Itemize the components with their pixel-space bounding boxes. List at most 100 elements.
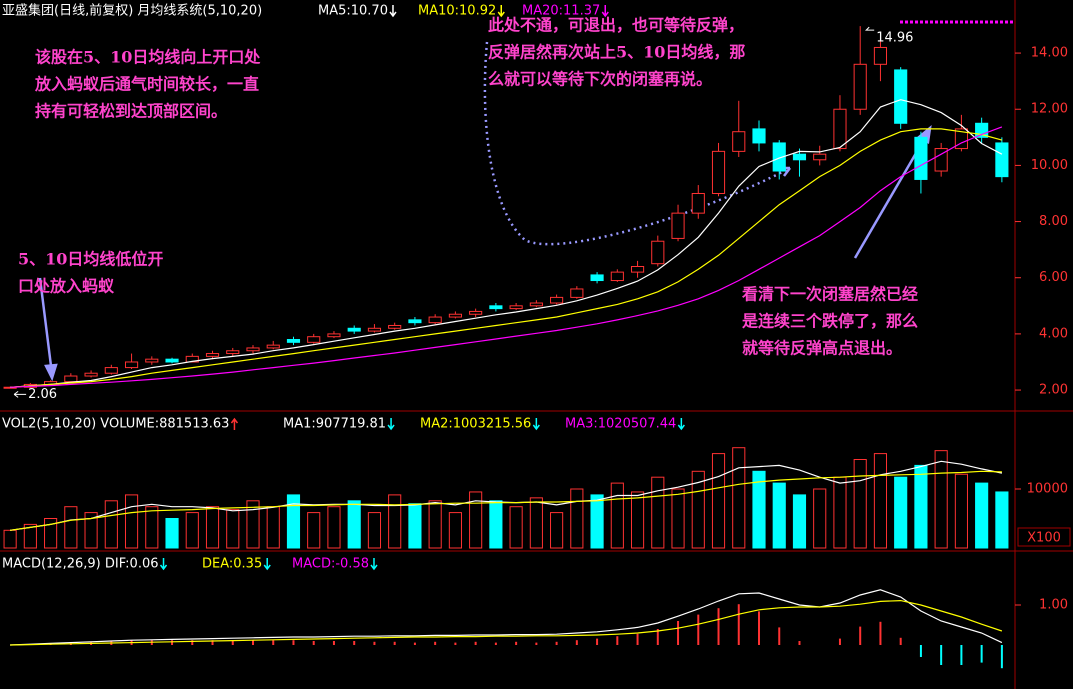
annotation: 口处放入蚂蚁 (18, 277, 115, 296)
volume-bar (145, 506, 159, 549)
candle-body (792, 153, 807, 161)
volume-bar (408, 503, 422, 549)
candle-body (813, 153, 827, 161)
candle-body (691, 192, 705, 214)
volume-bar (833, 476, 847, 549)
volume-bar (873, 453, 888, 549)
candle-body (408, 319, 422, 324)
volume-bar (246, 500, 260, 549)
candle-body (367, 327, 382, 332)
y-tick-label: 4.00 (1039, 326, 1068, 341)
low-arrow (13, 390, 27, 398)
volume-bar (489, 500, 503, 549)
candle-body (711, 150, 726, 194)
trend-arrow (370, 558, 378, 571)
vol-ma1: MA1:907719.81 (283, 417, 386, 432)
volume-bar (752, 470, 766, 549)
volume-bar (995, 491, 1009, 549)
candle-body (428, 316, 442, 324)
annotation: 该股在5、10日均线向上开口处 (35, 48, 261, 67)
ma-line (10, 126, 1003, 388)
dea-line (10, 599, 1003, 646)
trend-arrow (387, 418, 395, 431)
volume-bar (388, 494, 402, 549)
trend-arrow (263, 558, 271, 571)
y-tick-label: 10000 (1027, 482, 1068, 497)
annotation: 是连续三个跌停了，那么 (741, 312, 918, 331)
volume-bar (327, 506, 341, 549)
candle-body (671, 212, 685, 239)
volume-bar (853, 459, 867, 549)
ma-line (10, 128, 1003, 388)
volume-bar (550, 512, 564, 549)
volume-bar (469, 491, 483, 549)
volume-bar (711, 453, 726, 549)
macd-title: MACD(12,26,9) DIF:0.06 (2, 557, 159, 572)
volume-bar (448, 512, 462, 549)
candle-body (529, 302, 543, 307)
candle-body (853, 63, 867, 110)
annotation: 放入蚂蚁后通气时间较长，一直 (34, 75, 259, 94)
volume-bar (529, 497, 543, 549)
candle-body (489, 305, 503, 310)
y-tick-label: 14.00 (1031, 46, 1068, 61)
volume-bar (954, 473, 968, 549)
volume-bar (671, 488, 685, 549)
ma10-label: MA10:10.92 (418, 4, 496, 19)
volume-bar (772, 482, 786, 549)
ma20-label: MA20:11.37 (522, 4, 600, 19)
volume-bar (165, 518, 179, 549)
volume-bar (104, 500, 118, 549)
candle-body (124, 361, 139, 369)
volume-bar (428, 500, 442, 549)
trend-arrow (677, 418, 685, 431)
annotation: 此处不通，可退出，也可等待反弹， (488, 16, 744, 35)
volume-bar (934, 450, 948, 549)
annotation: 就等待反弹高点退出。 (742, 339, 902, 358)
volume-bar (813, 488, 827, 549)
candle-body (509, 305, 523, 310)
candle-body (873, 46, 888, 65)
volume-bar (307, 512, 321, 549)
candle-body (205, 353, 220, 357)
volume-bar (286, 494, 301, 549)
candle-body (165, 358, 179, 363)
volume-bar (226, 509, 240, 549)
candle-body (550, 296, 564, 304)
annotation: 5、10日均线低位开 (18, 250, 163, 269)
volume-bar (732, 447, 746, 549)
candle-body (752, 128, 766, 144)
candle-body (286, 339, 301, 343)
ma5-label: MA5:10.70 (318, 4, 388, 19)
low-label: 2.06 (28, 387, 57, 402)
candle-body (104, 367, 118, 374)
candle-body (226, 350, 240, 355)
volume-bar (367, 512, 382, 549)
volume-bar (651, 476, 665, 549)
volume-bar (509, 506, 523, 549)
vol-title: VOL2(5,10,20) VOLUME:881513.63 (2, 417, 229, 432)
candle-body (307, 336, 321, 343)
volume-bar (914, 464, 928, 549)
candle-body (64, 375, 78, 383)
volume-bar (630, 491, 645, 549)
volume-bar (610, 482, 624, 549)
volume-bar (570, 488, 584, 549)
candle-body (894, 69, 908, 124)
volume-bar (44, 518, 58, 549)
y-tick-label: 10.00 (1031, 158, 1068, 173)
high-label: 14.96 (876, 31, 913, 46)
annotation: 么就可以等待下次的闭塞再说。 (488, 70, 712, 89)
unit-box (1017, 527, 1071, 547)
macd-macd: MACD:-0.58 (292, 557, 369, 572)
volume-bar (975, 482, 989, 549)
high-arrow (864, 26, 875, 31)
volume-bar (894, 476, 908, 549)
volume-bar (23, 523, 37, 549)
volume-bar (347, 500, 361, 549)
volume-bar (185, 512, 199, 549)
candle-body (772, 142, 786, 172)
y-tick-label: 1.00 (1039, 598, 1068, 613)
